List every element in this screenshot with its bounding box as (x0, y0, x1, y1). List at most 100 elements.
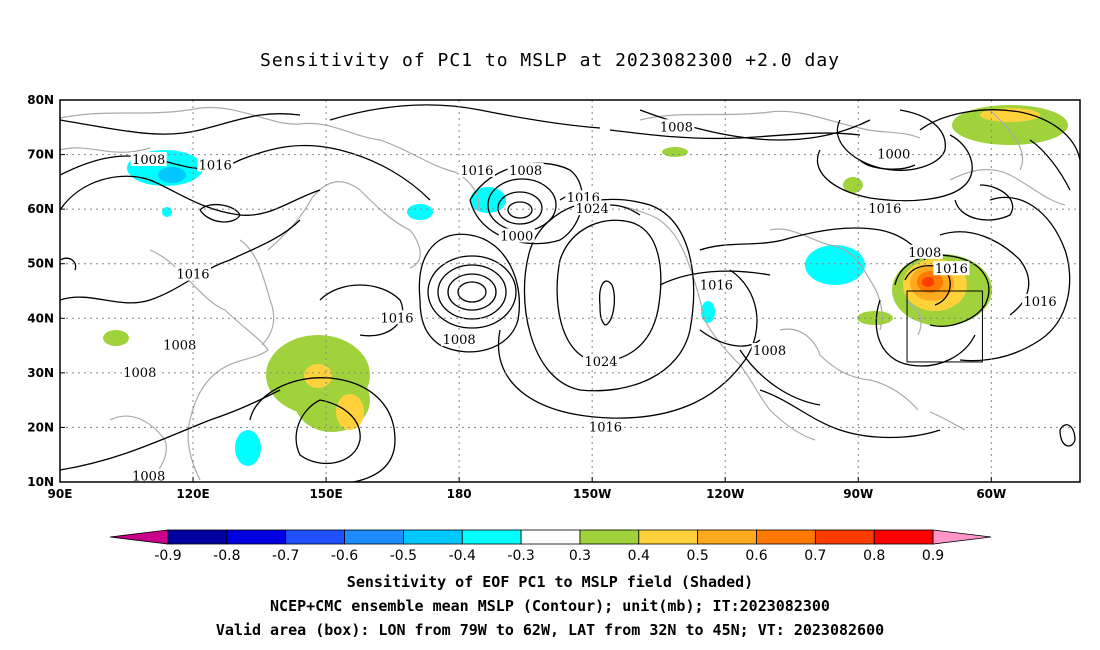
contour-label: 1016 (199, 158, 232, 173)
contour-label: 1000 (500, 229, 533, 244)
lon-label: 90W (843, 487, 873, 501)
colorbar-swatch (520, 529, 581, 545)
contour-label: 1016 (935, 262, 968, 277)
colorbar-label: -0.9 (154, 548, 181, 564)
colorbar-label: 0.9 (922, 548, 944, 564)
contour-label-bg (574, 201, 611, 216)
lat-label: 70N (27, 148, 54, 162)
contour-label-bg (130, 152, 167, 167)
colorbar-label: -0.5 (390, 548, 417, 564)
colorbar-swatch (285, 529, 345, 545)
contour-label: 1016 (589, 420, 622, 435)
contour-label-bg (130, 468, 167, 483)
lon-label: 120W (706, 487, 744, 501)
lon-label: 180 (447, 487, 472, 501)
colorbar-swatch (756, 529, 816, 545)
colorbar-label: 0.6 (745, 548, 767, 564)
contour-label-bg (175, 266, 212, 281)
contour-label-bg (933, 261, 970, 276)
colorbar-label: -0.7 (272, 548, 299, 564)
contour-label: 1016 (868, 202, 901, 217)
lon-label: 150E (309, 487, 342, 501)
contour-label-bg (197, 157, 234, 172)
colorbar-label: -0.3 (507, 548, 534, 564)
contour-label: 1016 (460, 164, 493, 179)
longitude-labels: 90E 120E 150E 180 150W 120W 90W 60W (48, 477, 1006, 501)
lat-label: 30N (27, 366, 54, 380)
map-frame (59, 99, 1081, 483)
colorbar-swatch (402, 529, 463, 545)
lat-label: 10N (27, 475, 54, 489)
contour-label-bg (121, 364, 158, 379)
colorbar-label: -0.8 (213, 548, 240, 564)
lon-label: 120E (176, 487, 209, 501)
colorbar-swatch (697, 529, 757, 545)
contour-label-bg (507, 162, 544, 177)
contour-label-bg (658, 119, 695, 134)
contour-label: 1000 (877, 148, 910, 163)
colorbar-swatch (579, 529, 640, 545)
contour-label: 1024 (584, 355, 617, 370)
contour-label-bg (906, 244, 943, 259)
colorbar-swatch (638, 529, 699, 545)
colorbar-swatch (873, 529, 934, 545)
colorbar-swatch (344, 529, 404, 545)
contour-label-bg (587, 419, 624, 434)
contour-label-bg (498, 228, 535, 243)
lon-label: 60W (976, 487, 1006, 501)
gridlines (60, 100, 1080, 482)
contour-label-bg (751, 343, 788, 358)
colorbar-low-arrow (109, 529, 169, 545)
colorbar-label: 0.3 (569, 548, 591, 564)
colorbar-swatch (167, 529, 228, 545)
contour-label: 1016 (380, 311, 413, 326)
contour-label: 1016 (700, 279, 733, 294)
contour-label-bg (565, 190, 602, 205)
contour-label-bg (379, 310, 416, 325)
contour-label: 1008 (908, 246, 941, 261)
contour-label-bg (441, 332, 478, 347)
coastlines (60, 106, 1066, 481)
contour-label: 1008 (660, 120, 693, 135)
contour-label: 1024 (576, 202, 609, 217)
contour-label-bg (458, 162, 495, 177)
colorbar-label: 0.7 (804, 548, 826, 564)
latitude-labels: 80N 70N 60N 50N 40N 30N 20N 10N (27, 93, 65, 489)
sensitivity-shading (103, 105, 1068, 466)
map-title: Sensitivity of PC1 to MSLP at 2023082300… (259, 50, 840, 71)
contour-labels: 1008 1016 1016 1008101610241000100810001016… (121, 119, 1059, 485)
contour-label: 1008 (163, 339, 196, 354)
contour-label: 1008 (132, 470, 165, 485)
contour-label: 1016 (1024, 295, 1057, 310)
colorbar-swatch (461, 529, 522, 545)
colorbar-label: 0.8 (863, 548, 885, 564)
contour-label-bg (698, 277, 735, 292)
lat-label: 40N (27, 311, 54, 325)
contour-label-bg (866, 201, 903, 216)
colorbar-label: -0.6 (331, 548, 358, 564)
contour-label-bg (583, 353, 620, 368)
colorbar-swatch (226, 529, 287, 545)
lat-label: 50N (27, 257, 54, 271)
colorbar-label: 0.4 (628, 548, 650, 564)
lon-label: 150W (573, 487, 611, 501)
lat-label: 20N (27, 420, 54, 434)
colorbar-high-arrow (932, 529, 992, 545)
lon-label: 90E (48, 487, 73, 501)
lat-label: 60N (27, 202, 54, 216)
contour-label-bg (875, 146, 912, 161)
contour-label: 1008 (753, 344, 786, 359)
caption-line-3: Valid area (box): LON from 79W to 62W, L… (215, 621, 885, 639)
colorbar-label: -0.4 (449, 548, 476, 564)
contour-label: 1008 (443, 333, 476, 348)
contour-label: 1008 (132, 153, 165, 168)
colorbar-swatch (814, 529, 875, 545)
colorbar: -0.9 -0.8 -0.7 -0.6 -0.5 -0.4 -0.3 0.3 0.4 0.5 0.6… (109, 529, 992, 564)
valid-area-box (906, 290, 983, 363)
caption-line-1: Sensitivity of EOF PC1 to MSLP field (Sh… (346, 573, 754, 591)
contour-label: 1016 (176, 268, 209, 283)
contour-label: 1008 (123, 366, 156, 381)
caption-line-2: NCEP+CMC ensemble mean MSLP (Contour); u… (270, 597, 830, 615)
colorbar-label: 0.5 (687, 548, 709, 564)
